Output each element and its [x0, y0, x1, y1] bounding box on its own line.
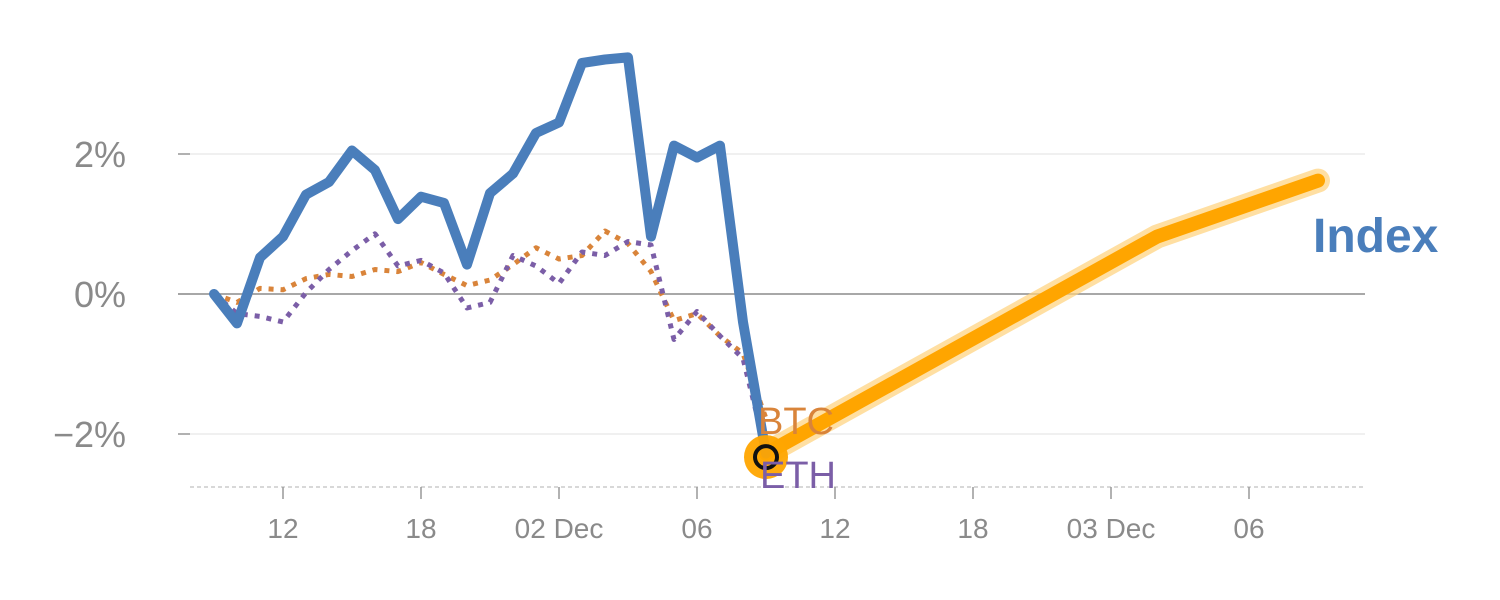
forecast-line: [759, 173, 1325, 461]
xtick-label: 12: [819, 513, 850, 544]
series-line-eth: [212, 231, 769, 453]
xtick-label: 12: [267, 513, 298, 544]
xtick-label: 06: [681, 513, 712, 544]
current-marker-halo: [744, 435, 788, 480]
ytick-label: −2%: [53, 414, 126, 455]
ytick-label: 0%: [74, 274, 126, 315]
axes: 2% 0% −2% 12 18 02 Dec 06 12 18 03 Dec 06: [53, 134, 1365, 544]
series-label-btc: BTC: [758, 401, 834, 443]
xtick-label: 18: [405, 513, 436, 544]
grid-lines: [178, 153, 1365, 435]
xtick-label: 18: [957, 513, 988, 544]
xtick-label: 02 Dec: [515, 513, 604, 544]
markers: [744, 435, 788, 480]
series-line-index: [209, 52, 771, 459]
ytick-label: 2%: [74, 134, 126, 175]
labels: BTC ETH Index: [758, 210, 1439, 497]
xtick-label: 03 Dec: [1067, 513, 1156, 544]
series-label-index: Index: [1313, 210, 1439, 263]
current-marker: [753, 444, 779, 471]
series-lines: [209, 52, 1330, 466]
series-line-btc: [213, 228, 769, 420]
series-label-eth: ETH: [760, 455, 836, 497]
xtick-label: 06: [1233, 513, 1264, 544]
